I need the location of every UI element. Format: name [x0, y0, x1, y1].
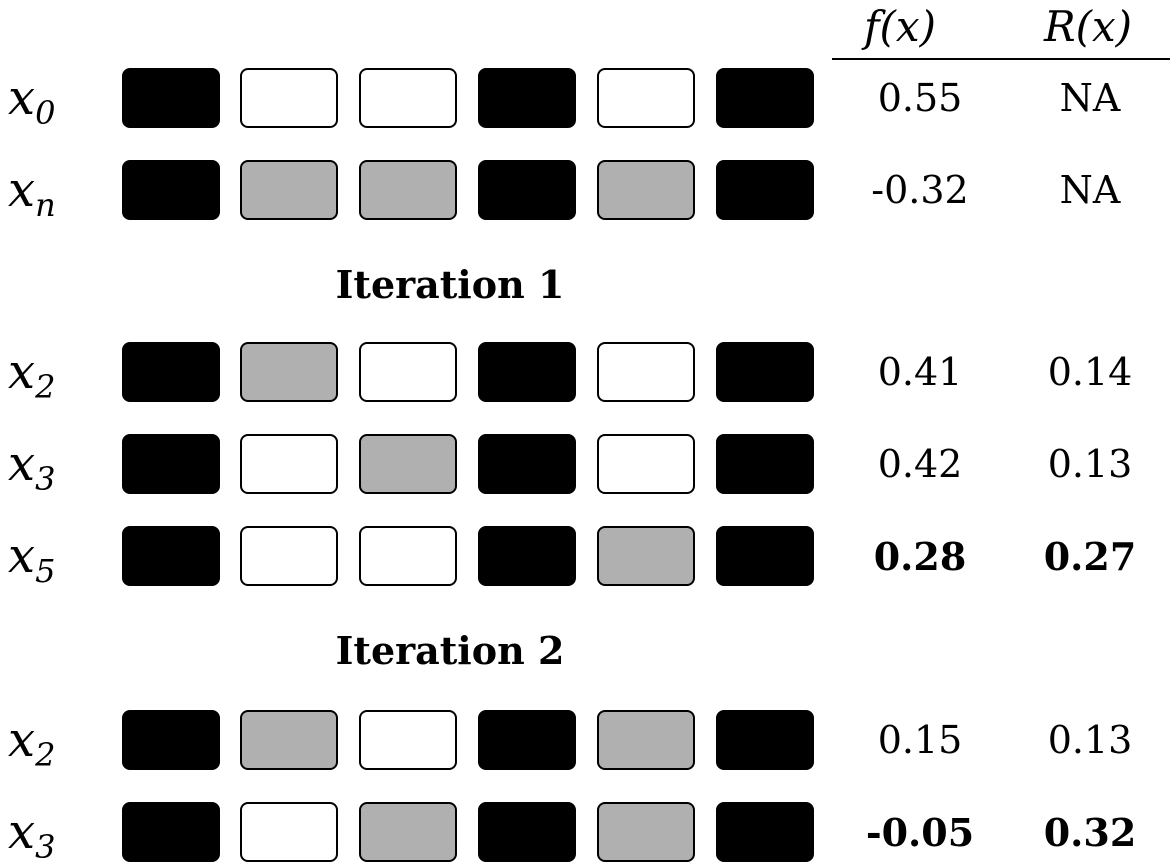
- row-label-subscript: 3: [35, 828, 56, 866]
- cell-black: [122, 802, 220, 862]
- cell-black: [478, 802, 576, 862]
- cell-grey: [359, 160, 457, 220]
- cell-black: [716, 434, 814, 494]
- table-row: x2 0.41 0.14: [0, 342, 1175, 406]
- cell-white: [240, 802, 338, 862]
- cell-grey: [597, 160, 695, 220]
- cell-grey: [240, 342, 338, 402]
- r-value: NA: [1059, 76, 1121, 120]
- r-value: NA: [1059, 168, 1121, 212]
- cell-white: [597, 434, 695, 494]
- cell-black: [122, 68, 220, 128]
- row-label-base: x: [8, 162, 36, 218]
- cell-grey: [597, 526, 695, 586]
- row-label-subscript: 0: [35, 94, 56, 132]
- r-value: 0.14: [1047, 350, 1133, 394]
- r-value: 0.27: [1043, 534, 1137, 579]
- row-label: xn: [8, 162, 56, 224]
- row-label-base: x: [8, 70, 36, 126]
- cell-white: [597, 342, 695, 402]
- row-label-base: x: [8, 528, 36, 584]
- cell-white: [240, 434, 338, 494]
- cell-grey: [597, 802, 695, 862]
- row-label: x3: [8, 436, 55, 498]
- cell-black: [122, 710, 220, 770]
- row-label-base: x: [8, 712, 36, 768]
- f-value: -0.32: [871, 168, 969, 212]
- cell-black: [716, 526, 814, 586]
- header-r: R(x): [1043, 2, 1133, 51]
- f-value: 0.41: [877, 350, 963, 394]
- cell-white: [240, 68, 338, 128]
- table-row: x3 -0.05 0.32: [0, 802, 1175, 866]
- cell-black: [716, 710, 814, 770]
- table-row: x5 0.28 0.27: [0, 526, 1175, 590]
- cell-grey: [359, 434, 457, 494]
- row-label-base: x: [8, 436, 36, 492]
- row-label-subscript: n: [35, 186, 56, 224]
- row-label-subscript: 2: [35, 368, 56, 406]
- cell-black: [478, 434, 576, 494]
- cell-black: [122, 434, 220, 494]
- header-f: f(x): [863, 2, 936, 51]
- f-value: 0.42: [877, 442, 963, 486]
- header-rule: [832, 58, 1170, 60]
- cell-grey: [359, 802, 457, 862]
- row-label: x2: [8, 344, 55, 406]
- table-row: x0 0.55 NA: [0, 68, 1175, 132]
- table-row: x2 0.15 0.13: [0, 710, 1175, 774]
- r-value: 0.32: [1043, 810, 1137, 855]
- cell-white: [359, 526, 457, 586]
- cell-white: [597, 68, 695, 128]
- cell-black: [478, 342, 576, 402]
- row-label: x2: [8, 712, 55, 774]
- row-label: x3: [8, 804, 55, 866]
- cell-black: [478, 160, 576, 220]
- iteration-1-label: Iteration 1: [335, 262, 565, 307]
- cell-black: [716, 160, 814, 220]
- cell-black: [478, 710, 576, 770]
- cell-grey: [240, 160, 338, 220]
- cell-grey: [597, 710, 695, 770]
- cell-white: [359, 68, 457, 128]
- cell-black: [716, 802, 814, 862]
- r-value: 0.13: [1047, 442, 1133, 486]
- cell-black: [122, 160, 220, 220]
- row-label: x5: [8, 528, 55, 590]
- row-label-base: x: [8, 344, 36, 400]
- row-label-subscript: 5: [35, 552, 56, 590]
- row-label-base: x: [8, 804, 36, 860]
- row-label-subscript: 3: [35, 460, 56, 498]
- f-value: -0.05: [865, 810, 975, 855]
- cell-black: [716, 68, 814, 128]
- f-value: 0.15: [877, 718, 963, 762]
- cell-white: [359, 710, 457, 770]
- cell-grey: [240, 710, 338, 770]
- cell-white: [359, 342, 457, 402]
- cell-black: [478, 68, 576, 128]
- cell-black: [478, 526, 576, 586]
- f-value: 0.28: [873, 534, 967, 579]
- table-row: xn -0.32 NA: [0, 160, 1175, 224]
- row-label: x0: [8, 70, 55, 132]
- cell-black: [122, 342, 220, 402]
- cell-white: [240, 526, 338, 586]
- iteration-2-label: Iteration 2: [335, 628, 565, 673]
- r-value: 0.13: [1047, 718, 1133, 762]
- cell-black: [122, 526, 220, 586]
- row-label-subscript: 2: [35, 736, 56, 774]
- table-row: x3 0.42 0.13: [0, 434, 1175, 498]
- f-value: 0.55: [877, 76, 963, 120]
- cell-black: [716, 342, 814, 402]
